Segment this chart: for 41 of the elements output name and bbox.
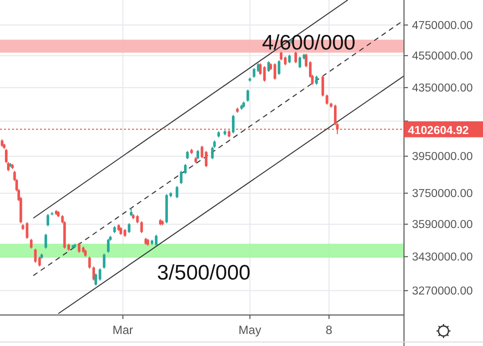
candlestick — [252, 68, 256, 78]
y-tick-label: 4350000.00 — [412, 82, 473, 95]
ref-line-label: 4102604.92 — [408, 124, 469, 137]
y-tick-label: 3430000.00 — [412, 252, 473, 264]
candlestick — [274, 62, 276, 80]
candlestick — [326, 94, 328, 106]
candlestick — [278, 60, 280, 76]
candlestick — [298, 56, 302, 69]
x-tick-label: May — [238, 323, 262, 337]
candlestick — [294, 51, 298, 64]
candlestick — [140, 220, 143, 234]
candlestick — [196, 149, 200, 160]
candlestick — [26, 222, 28, 240]
y-tick-label: 3270000.00 — [412, 286, 473, 298]
candlestick — [128, 222, 130, 234]
x-tick-label: 8 — [326, 323, 333, 337]
x-tick-label: Mar — [112, 323, 134, 337]
band-label: 3/500/000 — [157, 262, 250, 285]
candlestick — [102, 253, 106, 270]
candlestick — [106, 238, 110, 254]
candlestick — [246, 89, 250, 102]
candlestick — [78, 242, 80, 254]
y-tick-label: 4750000.00 — [412, 20, 473, 32]
candlestick — [30, 238, 33, 250]
candlestick — [34, 248, 37, 264]
candlestick — [176, 186, 178, 199]
y-tick-label: 4550000.00 — [412, 50, 473, 63]
candlestick — [88, 256, 91, 270]
candlestick — [44, 233, 48, 250]
candlestick — [321, 75, 324, 97]
y-tick-label: 3590000.00 — [412, 219, 473, 232]
candlestick — [94, 272, 98, 286]
y-tick-label: 3950000.00 — [412, 151, 473, 164]
candlestick — [263, 66, 266, 82]
candlestick — [98, 268, 102, 281]
candlestick — [46, 213, 50, 227]
candlestick — [232, 114, 235, 134]
candlestick — [154, 234, 158, 246]
candlestick — [38, 256, 41, 267]
y-tick-label: 3750000.00 — [412, 188, 473, 200]
candlestick — [204, 150, 208, 168]
